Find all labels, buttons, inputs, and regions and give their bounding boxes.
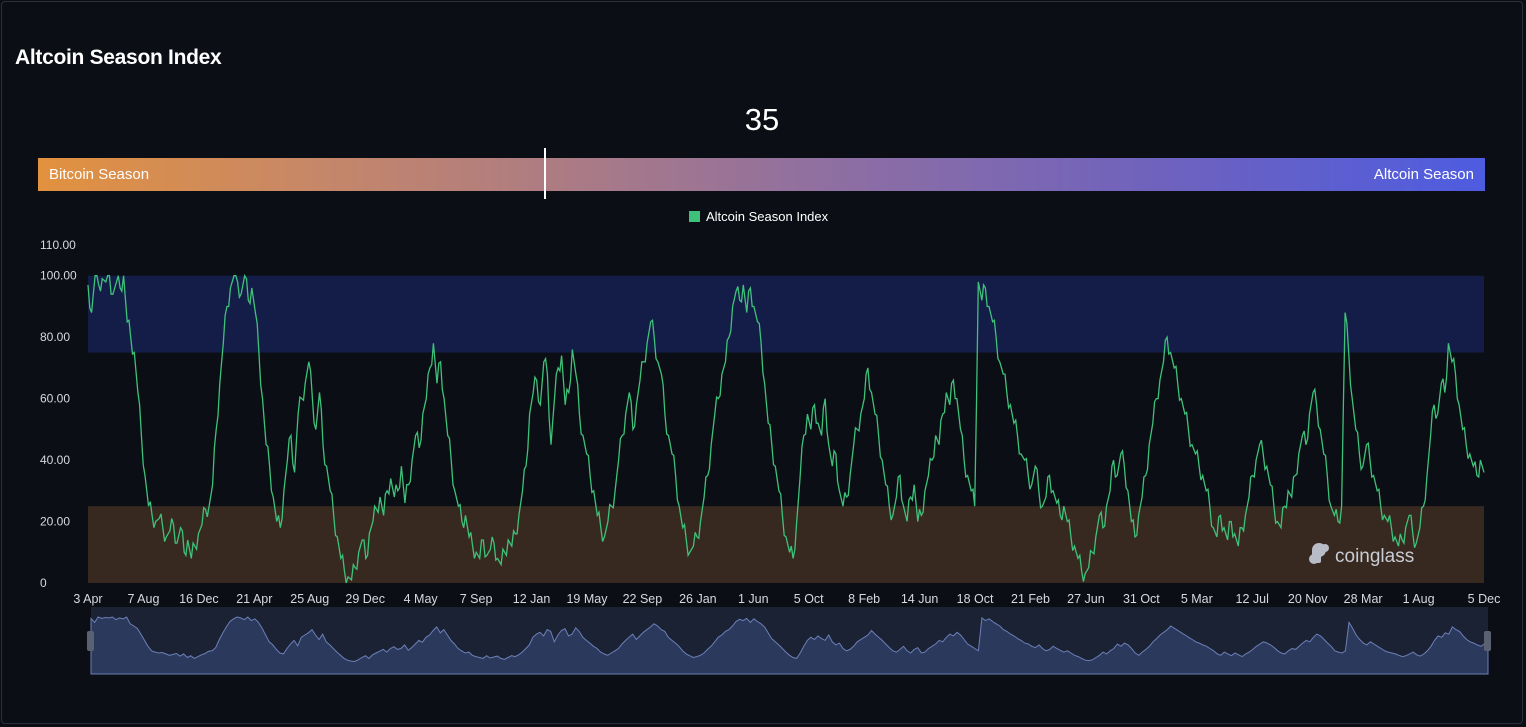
y-tick-label: 20.00 [40,515,70,529]
season-gauge-bar: Bitcoin Season Altcoin Season [38,158,1485,191]
x-tick-label: 5 Mar [1181,592,1213,606]
x-tick-label: 4 May [404,592,439,606]
x-tick-label: 31 Oct [1123,592,1160,606]
x-tick-label: 21 Feb [1011,592,1050,606]
x-tick-label: 22 Sep [623,592,663,606]
x-tick-label: 14 Jun [901,592,939,606]
x-tick-label: 27 Jun [1067,592,1105,606]
x-tick-label: 3 Apr [73,592,102,606]
x-tick-label: 21 Apr [236,592,272,606]
navigator-area [90,616,1489,675]
y-tick-label: 100.00 [40,269,77,283]
legend[interactable]: Altcoin Season Index [689,209,828,224]
bitcoin-season-label: Bitcoin Season [49,166,150,183]
gauge-current-marker [544,148,546,199]
y-tick-label: 0 [40,576,47,590]
page-title: Altcoin Season Index [15,46,222,69]
x-tick-label: 12 Jul [1236,592,1269,606]
altcoin-season-band [88,275,1484,353]
coinglass-logo-icon [1309,543,1329,564]
x-tick-label: 26 Jan [679,592,717,606]
navigator-left-handle[interactable] [87,631,94,651]
x-tick-label: 1 Jun [738,592,769,606]
x-tick-label: 28 Mar [1344,592,1383,606]
series-line-altcoin-season-index [87,273,1485,584]
y-tick-label: 110.00 [40,238,76,252]
x-tick-label: 12 Jan [513,592,551,606]
y-tick-label: 60.00 [40,392,70,406]
x-tick-label: 7 Aug [127,592,159,606]
current-index-value: 35 [744,102,780,137]
altcoin-season-label: Altcoin Season [1373,166,1474,183]
x-tick-label: 29 Dec [345,592,385,606]
navigator-right-handle[interactable] [1484,631,1491,651]
coinglass-watermark: coinglass [1309,543,1414,567]
x-tick-label: 5 Oct [794,592,824,606]
x-tick-label: 1 Aug [1403,592,1435,606]
x-tick-label: 20 Nov [1288,592,1328,606]
x-tick-label: 8 Feb [848,592,880,606]
x-tick-label: 5 Dec [1468,592,1501,606]
watermark-text: coinglass [1335,546,1414,567]
x-tick-label: 18 Oct [957,592,994,606]
bitcoin-season-band [88,506,1484,583]
legend-swatch [689,211,700,222]
y-tick-label: 40.00 [40,453,70,467]
x-tick-label: 16 Dec [179,592,219,606]
x-tick-label: 19 May [566,592,608,606]
x-tick-label: 7 Sep [460,592,493,606]
legend-label: Altcoin Season Index [706,209,829,224]
x-tick-label: 25 Aug [290,592,329,606]
y-tick-label: 80.00 [40,330,70,344]
range-navigator[interactable] [87,607,1491,675]
